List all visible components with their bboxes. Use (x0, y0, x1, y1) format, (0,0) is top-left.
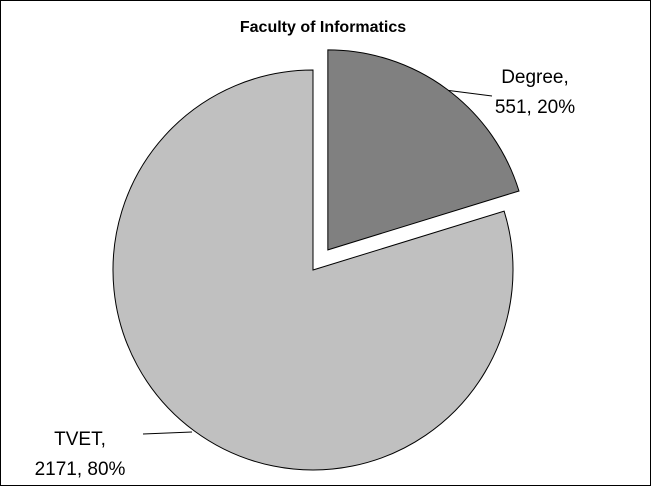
slice-value-label: 2171, 80% (35, 459, 126, 480)
pie-slice (112, 69, 514, 471)
slice-value-label: 551, 20% (495, 97, 575, 118)
slice-label: TVET, (54, 429, 106, 450)
slice-label: Degree, (501, 67, 569, 88)
leader-line (142, 431, 193, 435)
pie-slice (327, 49, 520, 251)
leader-line (444, 89, 493, 97)
chart-title: Faculty of Informatics (240, 19, 406, 36)
